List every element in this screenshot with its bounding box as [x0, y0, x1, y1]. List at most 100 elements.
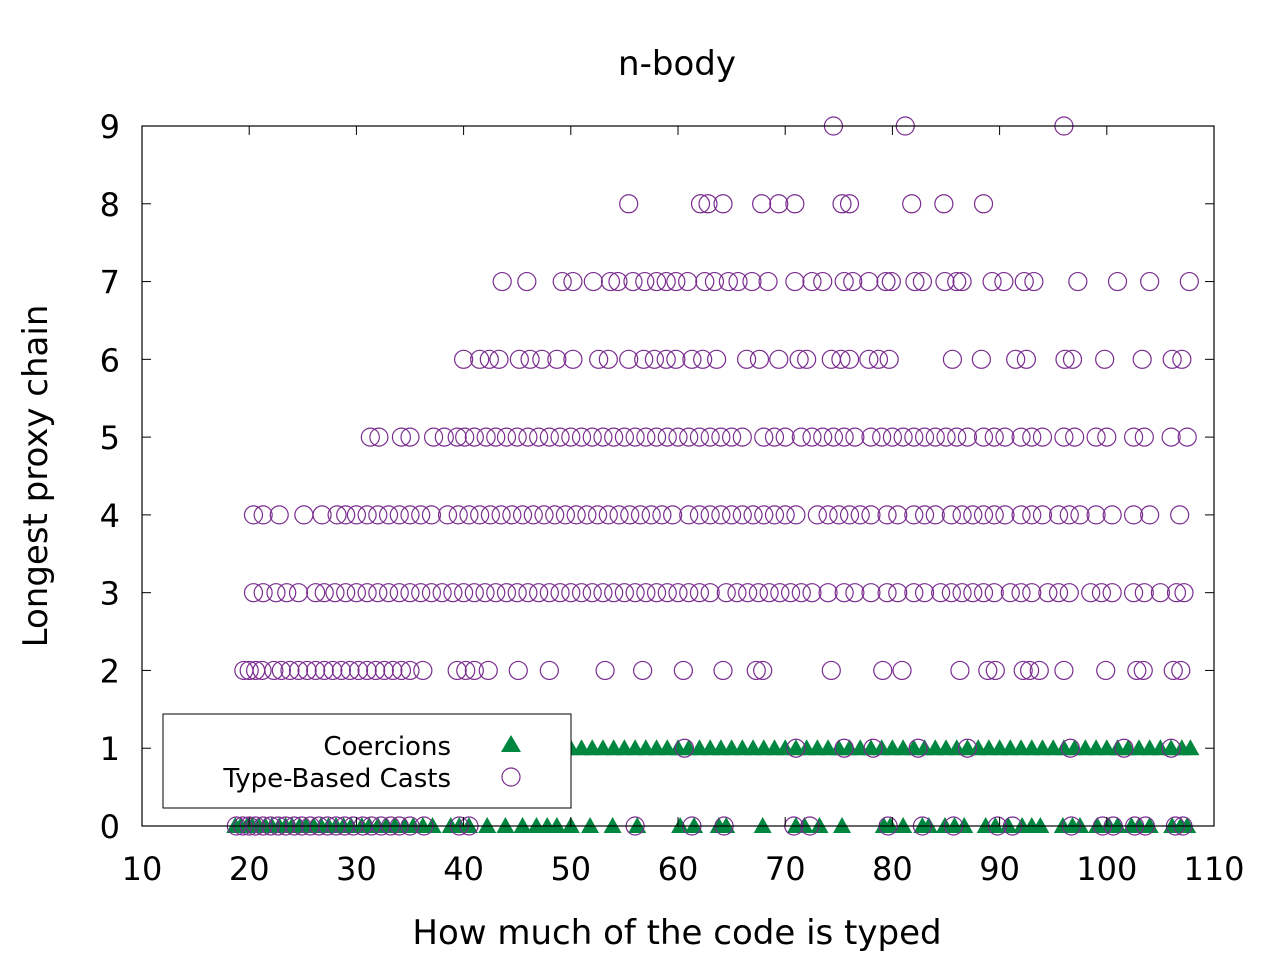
type-based-casts-point: [271, 660, 291, 681]
chart-title: n-body: [618, 44, 736, 84]
type-based-casts-point: [644, 349, 665, 369]
type-based-casts-point: [769, 349, 789, 369]
type-based-casts-point: [994, 271, 1014, 292]
type-based-casts-point: [614, 427, 635, 447]
type-based-casts-point: [479, 349, 499, 369]
type-based-casts-point: [845, 427, 865, 447]
type-based-casts-point: [1091, 583, 1112, 603]
type-based-casts-point: [914, 505, 935, 525]
type-based-casts-point: [1140, 505, 1160, 525]
type-based-casts-point: [432, 583, 452, 603]
type-based-casts-point: [1022, 505, 1042, 525]
coercions-point: [753, 817, 772, 833]
type-based-casts-point: [507, 583, 527, 603]
type-based-casts-point: [1070, 505, 1090, 525]
type-based-casts-point: [700, 427, 720, 447]
type-based-casts-point: [360, 427, 380, 447]
type-based-casts-point: [1011, 427, 1031, 447]
type-based-casts-point: [873, 660, 893, 681]
x-tick-label: 70: [765, 850, 806, 888]
type-based-casts-point: [448, 505, 468, 525]
type-based-casts-point: [582, 427, 602, 447]
type-based-casts-point: [1054, 660, 1074, 681]
type-based-casts-point: [1032, 427, 1053, 447]
type-based-casts-point: [491, 505, 511, 525]
coercions-point: [955, 817, 974, 833]
coercions-point: [603, 817, 622, 833]
type-based-casts-point: [336, 583, 356, 603]
coercions-point: [717, 817, 736, 833]
type-based-casts-point: [914, 427, 935, 447]
type-based-casts-point: [306, 583, 326, 603]
type-based-casts-point: [1161, 738, 1181, 758]
type-based-casts-point: [604, 583, 624, 603]
type-based-casts-point: [973, 427, 994, 447]
type-based-casts-point: [931, 583, 951, 603]
type-based-casts-point: [764, 427, 785, 447]
type-based-casts-point: [868, 349, 889, 369]
type-based-casts-point: [646, 271, 667, 292]
type-based-casts-point: [738, 583, 758, 603]
type-based-casts-point: [1011, 583, 1031, 603]
type-based-casts-point: [502, 505, 522, 525]
x-tick-label: 40: [443, 850, 484, 888]
type-based-casts-point: [679, 427, 699, 447]
coercions-point: [1031, 817, 1050, 833]
type-based-casts-point: [413, 660, 433, 681]
type-based-casts-point: [523, 505, 543, 525]
type-based-casts-point: [754, 505, 774, 525]
coercions-point: [881, 817, 900, 833]
type-based-casts-point: [1132, 349, 1152, 369]
type-based-casts-point: [421, 583, 442, 603]
type-based-casts-point: [614, 583, 635, 603]
type-based-casts-point: [520, 349, 540, 369]
type-based-casts-point: [1086, 505, 1106, 525]
type-based-casts-point: [834, 271, 854, 292]
type-based-casts-point: [582, 583, 602, 603]
type-based-casts-point: [941, 505, 961, 525]
type-based-casts-point: [904, 583, 924, 603]
type-based-casts-point: [1060, 738, 1080, 758]
type-based-casts-point: [476, 427, 496, 447]
x-tick-label: 20: [229, 850, 270, 888]
type-based-casts-point: [721, 427, 742, 447]
type-based-casts-point: [306, 660, 326, 681]
type-based-casts-point: [742, 271, 762, 292]
coercions-point: [833, 817, 852, 833]
type-based-casts-point: [464, 583, 484, 603]
type-based-casts-point: [646, 427, 667, 447]
type-based-casts-point: [1097, 427, 1117, 447]
type-based-casts-point: [813, 271, 833, 292]
type-based-casts-point: [1162, 349, 1182, 369]
type-based-casts-point: [455, 427, 475, 447]
legend-circle-marker: [501, 767, 521, 787]
type-based-casts-point: [571, 427, 592, 447]
type-based-casts-point: [437, 505, 458, 525]
type-based-casts-point: [716, 583, 736, 603]
type-based-casts-point: [561, 427, 581, 447]
type-based-casts-point: [982, 271, 1002, 292]
type-based-casts-point: [984, 427, 1004, 447]
type-based-casts-point: [818, 583, 838, 603]
y-tick-label: 3: [100, 575, 120, 613]
type-based-casts-point: [1029, 660, 1049, 681]
type-based-casts-point: [470, 349, 490, 369]
type-based-casts-point: [952, 271, 972, 292]
type-based-casts-point: [973, 194, 994, 214]
type-based-casts-point: [357, 583, 377, 603]
type-based-casts-point: [545, 505, 565, 525]
type-based-casts-point: [1150, 583, 1171, 603]
type-based-casts-point: [587, 505, 608, 525]
type-based-casts-point: [366, 660, 386, 681]
type-based-casts-point: [566, 505, 586, 525]
type-based-casts-point: [678, 271, 698, 292]
type-based-casts-point: [973, 505, 994, 525]
type-based-casts-point: [492, 271, 512, 292]
y-axis-title: Longest proxy chain: [16, 305, 56, 648]
type-based-casts-point: [718, 271, 738, 292]
x-axis-title: How much of the code is typed: [412, 913, 941, 953]
type-based-casts-point: [561, 583, 581, 603]
type-based-casts-point: [389, 583, 409, 603]
type-based-casts-point: [518, 583, 538, 603]
coercions-point: [986, 817, 1005, 833]
